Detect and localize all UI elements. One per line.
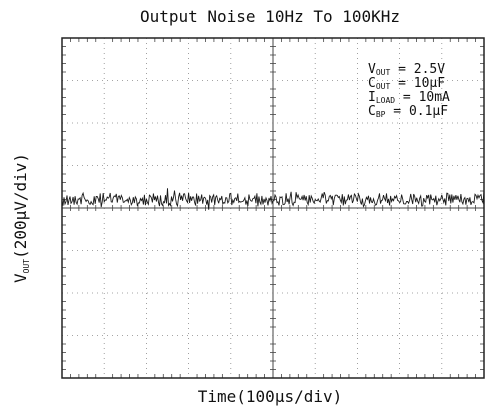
annotation-c-bp: CBP = 0.1µF xyxy=(368,104,448,119)
y-axis-label-subscript: OUT xyxy=(22,259,31,274)
x-axis-label: Time(100µs/div) xyxy=(198,387,343,406)
chart-title: Output Noise 10Hz To 100KHz xyxy=(140,7,400,26)
annotation-value: = 10µF xyxy=(390,76,445,91)
annotation-i-load: ILOAD = 10mA xyxy=(368,90,450,105)
noise-trace-path xyxy=(61,188,485,210)
annotation-value: = 10mA xyxy=(395,90,450,105)
annotation-subscript: BP xyxy=(376,110,386,119)
annotation-value: = 2.5V xyxy=(390,62,445,77)
annotation-v-out: VOUT = 2.5V xyxy=(368,62,445,77)
annotation-subscript: OUT xyxy=(376,68,391,77)
plot-frame xyxy=(61,37,485,379)
annotation-subscript: LOAD xyxy=(376,96,395,105)
y-axis-label: VOUT(200µV/div) xyxy=(11,153,31,283)
annotation-value: = 0.1µF xyxy=(385,104,448,119)
annotation-subscript: OUT xyxy=(376,82,391,91)
noise-trace xyxy=(61,188,485,210)
annotation-symbol: C xyxy=(368,104,376,119)
y-axis-label-symbol: V xyxy=(11,273,30,283)
annotation-symbol: V xyxy=(368,62,376,77)
annotation-symbol: I xyxy=(368,90,376,105)
annotation-c-out: COUT = 10µF xyxy=(368,76,445,91)
y-axis-label-units: (200µV/div) xyxy=(11,153,30,259)
annotation-symbol: C xyxy=(368,76,376,91)
